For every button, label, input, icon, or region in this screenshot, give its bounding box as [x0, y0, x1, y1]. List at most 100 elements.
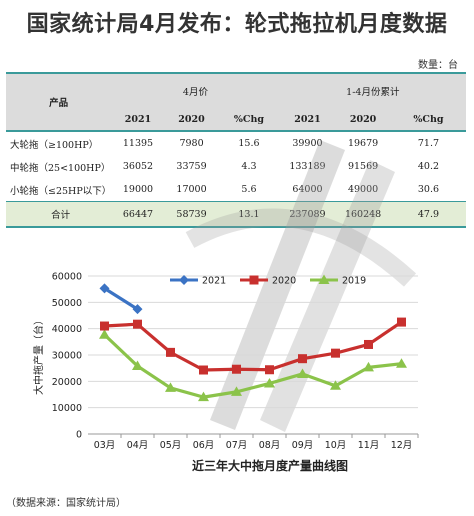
table-cell: 49000 — [347, 184, 379, 195]
group-header-ytd: 1-4月份累计 — [279, 72, 466, 108]
line-chart: 0 10000 20000 30000 40000 50000 60000 03月 04月 05… — [32, 272, 419, 473]
row-label: 大轮拖（≥100HP） — [6, 130, 112, 155]
subheader: 2021 — [111, 108, 165, 131]
series-line-2020 — [104, 320, 403, 372]
data-point-2020 — [166, 347, 175, 357]
table-cell: 237089 — [279, 201, 336, 228]
page-title: 国家统计局4月发布：轮式拖拉机月度数据 — [26, 12, 448, 37]
data-point-2019 — [396, 358, 407, 368]
table-cell: 58739 — [164, 201, 219, 228]
data-point-2019 — [264, 377, 275, 388]
product-header: 产品 — [6, 72, 112, 131]
table-row: 小轮拖（≤25HP以下） 19000 17000 5.6 64000 49000… — [6, 178, 466, 202]
x-tick-label: 06月 — [193, 440, 215, 451]
legend-label: 2020 — [272, 276, 296, 287]
table-cell: 17000 — [176, 184, 207, 195]
y-tick-labels: 0 10000 20000 30000 40000 50000 60000 — [52, 272, 82, 441]
x-tick-label: 03月 — [94, 440, 116, 451]
table-cell: 36052 — [122, 161, 154, 172]
stats-table: 产品 4月价 1-4月份累计 2021 2020 %Chg 2021 2020 … — [6, 72, 466, 228]
table-cell: 40.2 — [417, 161, 440, 172]
chart-title: 近三年大中拖月度产量曲线图 — [192, 458, 348, 473]
y-tick-label: 50000 — [52, 298, 82, 309]
legend-label: 2019 — [342, 276, 366, 287]
x-tick-label: 09月 — [292, 440, 314, 451]
table-cell: 7980 — [164, 130, 219, 155]
x-tick-labels: 03月 04月 05月 06月 07月 08月 09月 10月 11月 12月 — [94, 440, 413, 451]
chart-grid — [88, 275, 418, 435]
subheader: %Chg — [390, 108, 466, 131]
data-point-2020 — [364, 339, 373, 349]
chart-legend: 2021 2020 2019 — [170, 276, 366, 287]
x-tick-label: 08月 — [259, 440, 281, 451]
data-point-2021 — [132, 304, 143, 315]
data-point-2019 — [165, 382, 176, 392]
y-axis-label: 大中拖产量（台） — [32, 315, 45, 395]
subheader: 2021 — [279, 108, 336, 131]
y-tick-label: 20000 — [52, 377, 82, 388]
y-tick-label: 0 — [76, 430, 82, 441]
data-point-2021 — [99, 283, 110, 294]
x-tick-label: 04月 — [127, 440, 149, 451]
y-tick-label: 30000 — [52, 351, 82, 362]
table-row: 大轮拖（≥100HP） 11395 7980 15.6 39900 19679 … — [6, 130, 466, 155]
data-point-2020 — [232, 364, 241, 374]
table-cell: 33759 — [176, 161, 207, 172]
table-cell: 160248 — [335, 201, 391, 228]
table-cell: 5.6 — [241, 184, 257, 195]
subheader: %Chg — [218, 108, 280, 131]
x-tick-label: 12月 — [391, 440, 413, 451]
data-point-2019 — [132, 360, 143, 371]
table-cell: 47.9 — [390, 201, 466, 228]
data-point-2020 — [133, 319, 142, 329]
x-tick-label: 05月 — [160, 440, 182, 451]
y-tick-label: 40000 — [52, 324, 82, 335]
x-tick-label: 10月 — [325, 440, 347, 451]
series-line-2021 — [103, 287, 139, 311]
data-point-2019 — [330, 380, 341, 390]
row-label: 中轮拖（25<100HP） — [10, 162, 111, 174]
data-point-2020 — [265, 365, 274, 375]
table-cell: 11395 — [111, 130, 165, 155]
table-cell: 71.7 — [390, 130, 466, 155]
table-cell: 19000 — [122, 184, 154, 195]
table-cell: 133189 — [289, 161, 326, 172]
subheader: 2020 — [335, 108, 391, 131]
data-point-2019 — [198, 391, 209, 402]
table-cell: 66447 — [111, 201, 165, 228]
table-cell: 15.6 — [218, 130, 280, 155]
total-label: 合计 — [6, 201, 112, 228]
table-cell: 4.3 — [241, 161, 257, 172]
x-tick-label: 11月 — [358, 440, 380, 451]
data-point-2019 — [297, 368, 308, 378]
data-point-2020 — [100, 321, 109, 331]
data-point-2020 — [199, 365, 208, 375]
x-tick-label: 07月 — [226, 440, 248, 451]
table-cell: 39900 — [279, 130, 336, 155]
data-point-2020 — [298, 354, 307, 364]
source-note: （数据来源：国家统计局） — [6, 498, 126, 509]
row-label: 小轮拖（≤25HP以下） — [10, 185, 112, 197]
table-row: 中轮拖（25<100HP） 36052 33759 4.3 133189 915… — [6, 155, 466, 178]
subheader: 2020 — [164, 108, 219, 131]
data-point-2019 — [363, 361, 374, 372]
legend-label: 2021 — [202, 276, 226, 287]
table-cell: 64000 — [292, 184, 323, 195]
data-point-2019 — [99, 329, 110, 339]
data-point-2019 — [231, 386, 242, 396]
table-header-row: 产品 4月价 1-4月份累计 — [6, 72, 466, 131]
table-cell: 30.6 — [417, 184, 440, 195]
unit-label: 数量：台 — [418, 60, 458, 71]
table-total-row: 合计 66447 58739 13.1 237089 160248 47.9 — [6, 201, 466, 228]
table-cell: 19679 — [335, 130, 391, 155]
data-point-2020 — [331, 348, 340, 358]
series-line-2019 — [103, 333, 402, 399]
table-cell: 91569 — [347, 161, 379, 172]
y-tick-label: 60000 — [52, 272, 82, 283]
table-cell: 13.1 — [218, 201, 280, 228]
table-subheader-row: 2021 2020 %Chg 2021 2020 %Chg — [6, 108, 466, 131]
chart-series — [99, 274, 407, 402]
group-header-april: 4月价 — [111, 72, 280, 108]
y-tick-label: 10000 — [52, 403, 82, 414]
chart-axes — [88, 433, 419, 438]
